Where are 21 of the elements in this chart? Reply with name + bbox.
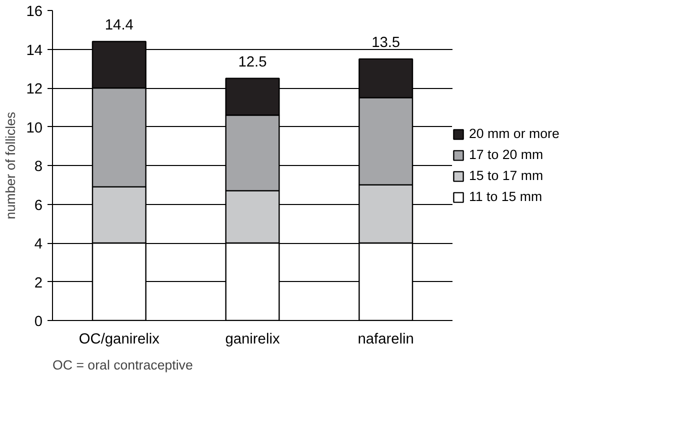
y-tick-label: 4: [34, 236, 43, 252]
y-tick-label: 14: [26, 42, 43, 59]
y-tick-label: 12: [26, 82, 43, 98]
legend-label: 20 mm or more: [469, 126, 560, 141]
total-label: 14.4: [104, 18, 134, 34]
y-tick-label: 16: [26, 4, 43, 20]
legend-label: 11 to 15 mm: [469, 189, 542, 204]
y-tick-label: 0: [34, 314, 43, 330]
y-tick-label: 10: [26, 120, 43, 136]
y-tick-label: 2: [34, 275, 43, 292]
x-tick-label: nafarelin: [358, 332, 414, 348]
legend-label: 17 to 20 mm: [469, 147, 544, 162]
legend-label: 15 to 17 mm: [469, 168, 544, 183]
total-label: 12.5: [238, 54, 267, 70]
y-tick-label: 6: [34, 198, 43, 214]
text: OC = oral contraceptive: [52, 358, 193, 372]
total-label: 13.5: [372, 34, 400, 51]
x-tick-label: OC/ganirelix: [78, 332, 160, 348]
x-tick-label: ganirelix: [225, 332, 280, 348]
y-tick-label: 8: [34, 159, 43, 175]
y-axis-title: number of follicles: [3, 111, 18, 220]
